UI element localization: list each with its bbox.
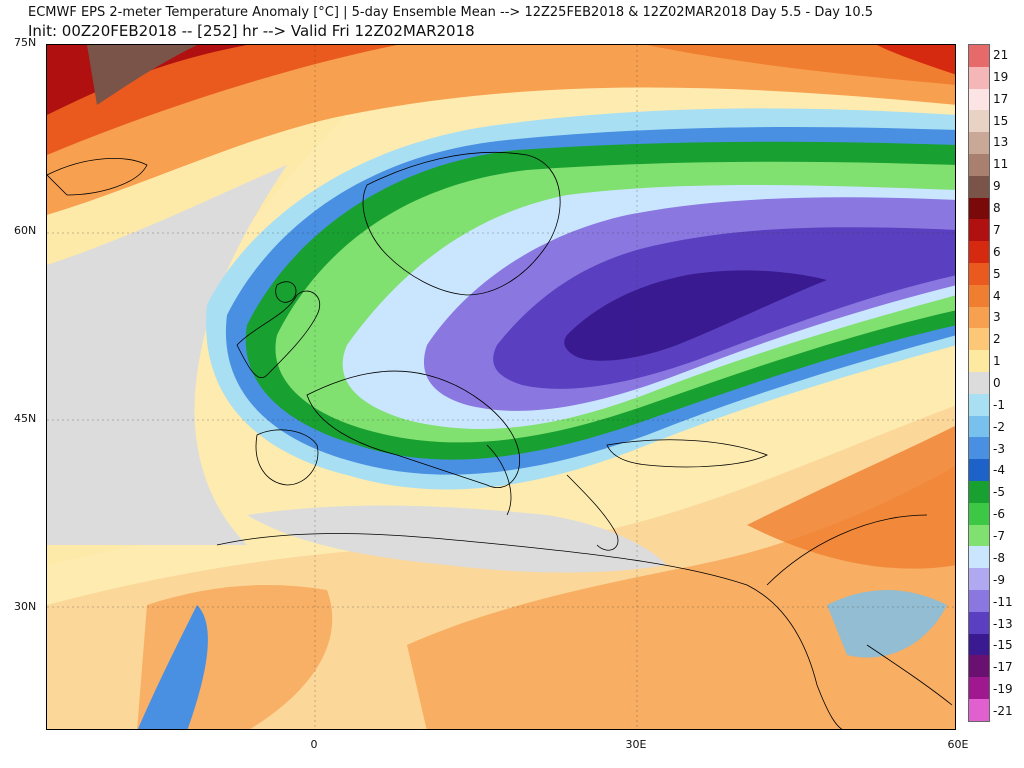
- colorbar-label: -4: [993, 463, 1005, 478]
- colorbar-label: 8: [993, 201, 1001, 216]
- colorbar-label: -17: [993, 660, 1013, 675]
- colorbar-label: -11: [993, 594, 1013, 609]
- lat-label-45n: 45N: [14, 412, 37, 425]
- colorbar-label: -2: [993, 419, 1005, 434]
- colorbar-swatch: [969, 633, 989, 656]
- colorbar-swatch: [969, 284, 989, 307]
- coastlines: [47, 152, 953, 729]
- colorbar-label: -19: [993, 682, 1013, 697]
- north-warm-band: [47, 45, 955, 215]
- colorbar-swatch: [969, 459, 989, 481]
- colorbar-swatch: [969, 175, 989, 198]
- lon-label-0: 0: [310, 738, 318, 751]
- colorbar-swatch: [969, 306, 989, 329]
- colorbar-swatch: [969, 66, 989, 89]
- colorbar-swatch: [969, 132, 989, 154]
- colorbar-swatch: [969, 219, 989, 242]
- colorbar-label: 13: [993, 135, 1009, 150]
- map-subtitle: Init: 00Z20FEB2018 -- [252] hr --> Valid…: [28, 22, 475, 40]
- colorbar-swatch: [969, 197, 989, 220]
- colorbar-label: -7: [993, 529, 1005, 544]
- colorbar-label: 17: [993, 91, 1009, 106]
- colorbar-swatch: [969, 480, 989, 503]
- colorbar-swatch: [969, 371, 989, 394]
- colorbar-label: -13: [993, 616, 1013, 631]
- colorbar-label: 1: [993, 354, 1001, 369]
- colorbar-label: 11: [993, 157, 1009, 172]
- colorbar-swatch: [969, 110, 989, 133]
- lat-label-75n: 75N: [14, 36, 37, 49]
- colorbar-swatch: [969, 393, 989, 416]
- colorbar-label: -8: [993, 550, 1005, 565]
- map-title: ECMWF EPS 2-meter Temperature Anomaly [°…: [28, 5, 874, 20]
- colorbar-label: 3: [993, 310, 1001, 325]
- colorbar-swatch: [969, 611, 989, 634]
- colorbar-swatch: [969, 568, 989, 590]
- colorbar-label: 4: [993, 288, 1001, 303]
- colorbar-swatch: [969, 524, 989, 547]
- lon-label-60e: 60E: [947, 738, 969, 751]
- colorbar-label: 21: [993, 47, 1009, 62]
- colorbar-label: 19: [993, 69, 1009, 84]
- colorbar-label: -21: [993, 704, 1013, 719]
- colorbar-swatch: [969, 437, 989, 460]
- colorbar-label: -5: [993, 485, 1005, 500]
- colorbar-label: 15: [993, 113, 1009, 128]
- lat-label-60n: 60N: [14, 224, 37, 237]
- colorbar-label: 7: [993, 222, 1001, 237]
- colorbar-label: 5: [993, 266, 1001, 281]
- colorbar: [968, 44, 990, 722]
- colorbar-swatch: [969, 328, 989, 351]
- colorbar-swatch: [969, 45, 989, 67]
- colorbar-label: 2: [993, 332, 1001, 347]
- colorbar-swatch: [969, 502, 989, 525]
- colorbar-label: 0: [993, 376, 1001, 390]
- colorbar-swatch: [969, 262, 989, 285]
- colorbar-label: -3: [993, 441, 1005, 456]
- colorbar-label: -15: [993, 638, 1013, 653]
- colorbar-label: 6: [993, 244, 1001, 259]
- colorbar-label: 9: [993, 179, 1001, 194]
- lon-label-30e: 30E: [625, 738, 647, 751]
- colorbar-label: -9: [993, 572, 1005, 587]
- colorbar-label: -1: [993, 397, 1005, 412]
- colorbar-swatch: [969, 415, 989, 438]
- lat-label-30n: 30N: [14, 600, 37, 613]
- colorbar-swatch: [969, 698, 989, 721]
- colorbar-swatch: [969, 350, 989, 372]
- colorbar-swatch: [969, 153, 989, 176]
- colorbar-swatch: [969, 241, 989, 263]
- colorbar-label: -6: [993, 507, 1005, 522]
- colorbar-swatch: [969, 88, 989, 111]
- colorbar-swatch: [969, 546, 989, 569]
- colorbar-swatch: [969, 677, 989, 699]
- colorbar-swatch: [969, 589, 989, 612]
- temperature-anomaly-map: [46, 44, 956, 730]
- colorbar-swatch: [969, 655, 989, 678]
- graticule: [47, 45, 955, 729]
